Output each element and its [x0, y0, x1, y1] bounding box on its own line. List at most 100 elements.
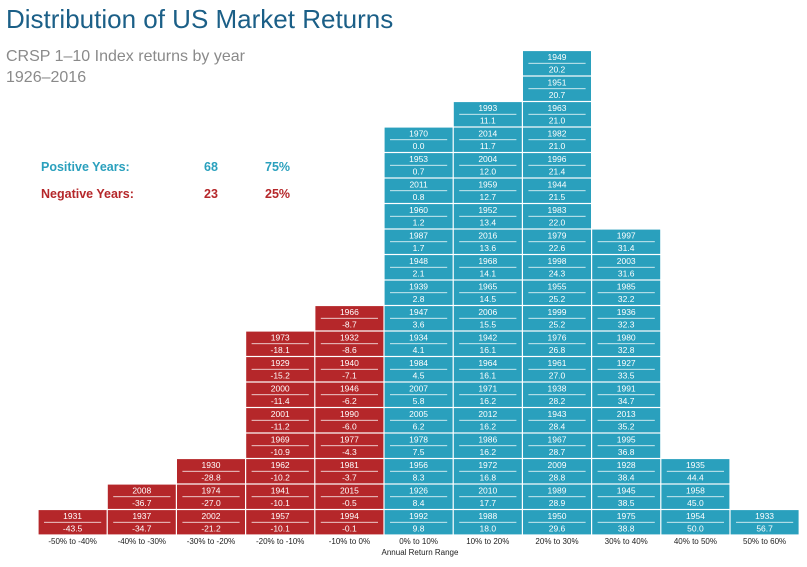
- cell-year-label: 1986: [478, 435, 497, 445]
- cell-year-label: 1947: [409, 307, 428, 317]
- x-tick-label: 40% to 50%: [674, 537, 717, 546]
- cell-year-label: 1926: [409, 486, 428, 496]
- x-tick-label: 50% to 60%: [743, 537, 786, 546]
- cell-return-label: 20.7: [549, 90, 566, 100]
- cell-year-label: 1937: [132, 511, 151, 521]
- cell-year-label: 1981: [340, 460, 359, 470]
- negative-years-percent: 25%: [265, 187, 291, 201]
- cell-year-label: 1935: [686, 460, 705, 470]
- cell-return-label: -10.9: [271, 447, 291, 457]
- cell-year-label: 1962: [271, 460, 290, 470]
- cell-year-label: 2016: [478, 231, 497, 241]
- cell-year-label: 1992: [409, 511, 428, 521]
- cell-return-label: -6.2: [342, 396, 357, 406]
- cell-return-label: 56.7: [756, 524, 773, 534]
- cell-year-label: 1971: [478, 384, 497, 394]
- cell-return-label: -3.7: [342, 473, 357, 483]
- chart-subtitle: CRSP 1–10 Index returns by year 1926–201…: [6, 46, 245, 88]
- cell-year-label: 1988: [478, 511, 497, 521]
- cell-return-label: 4.1: [413, 345, 425, 355]
- cell-return-label: 12.0: [480, 167, 497, 177]
- x-tick-label: 10% to 20%: [466, 537, 509, 546]
- cell-return-label: 16.1: [480, 345, 497, 355]
- cell-return-label: -8.7: [342, 320, 357, 330]
- cell-return-label: 16.2: [480, 396, 497, 406]
- cell-return-label: 3.6: [413, 320, 425, 330]
- cell-return-label: 2.8: [413, 294, 425, 304]
- cell-return-label: -0.1: [342, 524, 357, 534]
- cell-year-label: 1963: [548, 103, 567, 113]
- x-tick-label: -30% to -20%: [187, 537, 235, 546]
- cell-return-label: -21.2: [201, 524, 221, 534]
- cell-return-label: -36.7: [132, 498, 152, 508]
- cell-year-label: 1945: [617, 486, 636, 496]
- subtitle-period: 1926–2016: [6, 69, 87, 86]
- cell-return-label: 22.0: [549, 218, 566, 228]
- cell-return-label: 26.8: [549, 345, 566, 355]
- cell-return-label: 24.3: [549, 269, 566, 279]
- x-tick-label: 20% to 30%: [535, 537, 578, 546]
- cell-year-label: 1998: [548, 256, 567, 266]
- cell-year-label: 1950: [548, 511, 567, 521]
- cell-year-label: 1958: [686, 486, 705, 496]
- cell-return-label: -8.6: [342, 345, 357, 355]
- cell-year-label: 2001: [271, 409, 290, 419]
- negative-years-label: Negative Years:: [41, 187, 134, 201]
- cell-year-label: 2000: [271, 384, 290, 394]
- cell-return-label: 16.8: [480, 473, 497, 483]
- cell-year-label: 1959: [478, 180, 497, 190]
- cell-year-label: 1965: [478, 282, 497, 292]
- cell-year-label: 1996: [548, 154, 567, 164]
- cell-year-label: 1955: [548, 282, 567, 292]
- cell-year-label: 1932: [340, 333, 359, 343]
- cell-year-label: 1987: [409, 231, 428, 241]
- cell-return-label: 34.7: [618, 396, 635, 406]
- cell-year-label: 1956: [409, 460, 428, 470]
- cell-year-label: 1991: [617, 384, 636, 394]
- cell-return-label: 11.7: [480, 141, 496, 151]
- cell-year-label: 1997: [617, 231, 636, 241]
- cell-year-label: 1983: [548, 205, 567, 215]
- cell-year-label: 1966: [340, 307, 359, 317]
- cell-year-label: 1952: [478, 205, 497, 215]
- cell-return-label: 28.7: [549, 447, 566, 457]
- cell-year-label: 1980: [617, 333, 636, 343]
- cell-year-label: 1985: [617, 282, 636, 292]
- cell-year-label: 2006: [478, 307, 497, 317]
- cell-year-label: 1973: [271, 333, 290, 343]
- negative-years-count: 23: [204, 187, 218, 201]
- cell-return-label: 7.5: [413, 447, 425, 457]
- cell-return-label: 13.4: [480, 218, 497, 228]
- cell-return-label: 11.1: [480, 116, 496, 126]
- positive-years-label: Positive Years:: [41, 160, 130, 174]
- cell-return-label: -18.1: [271, 345, 291, 355]
- cell-year-label: 1930: [202, 460, 221, 470]
- cell-year-label: 1941: [271, 486, 290, 496]
- cell-return-label: 31.4: [618, 243, 635, 253]
- cell-return-label: 14.5: [480, 294, 497, 304]
- cell-return-label: -15.2: [271, 371, 291, 381]
- cell-year-label: 1936: [617, 307, 636, 317]
- cell-year-label: 1967: [548, 435, 567, 445]
- cell-year-label: 2013: [617, 409, 636, 419]
- cell-return-label: 36.8: [618, 447, 635, 457]
- cell-return-label: 18.0: [480, 524, 497, 534]
- cell-year-label: 1970: [409, 129, 428, 139]
- cell-return-label: 25.2: [549, 320, 566, 330]
- cell-year-label: 1929: [271, 358, 290, 368]
- cell-year-label: 2007: [409, 384, 428, 394]
- cell-year-label: 1927: [617, 358, 636, 368]
- cell-year-label: 1999: [548, 307, 567, 317]
- subtitle-index: CRSP 1–10 Index returns by year: [6, 48, 245, 65]
- positive-years-count: 68: [204, 160, 218, 174]
- x-axis-title: Annual Return Range: [382, 548, 459, 557]
- cell-year-label: 1938: [548, 384, 567, 394]
- cell-year-label: 1984: [409, 358, 428, 368]
- cell-year-label: 2014: [478, 129, 497, 139]
- cell-return-label: 21.0: [549, 116, 566, 126]
- cell-year-label: 2015: [340, 486, 359, 496]
- positive-years-percent: 75%: [265, 160, 291, 174]
- cell-return-label: 35.2: [618, 422, 635, 432]
- cell-return-label: 32.2: [618, 294, 635, 304]
